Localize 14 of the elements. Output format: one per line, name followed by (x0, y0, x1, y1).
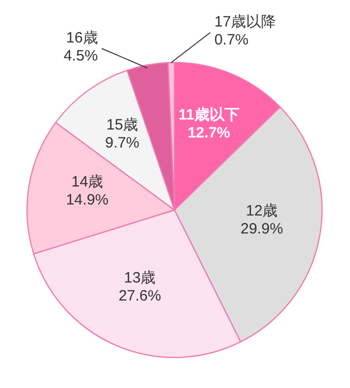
data-label: 29.9% (240, 220, 284, 238)
slice-label: 17歳以降 (214, 14, 276, 30)
slice-label: 12歳 (246, 202, 278, 220)
data-label: 14.9% (66, 191, 108, 208)
data-label: 4.5% (64, 48, 98, 64)
data-label: 12.7% (188, 124, 230, 142)
slice-label: 11歳以下 (178, 106, 240, 124)
data-label: 9.7% (105, 134, 140, 152)
data-label: 27.6% (118, 287, 162, 304)
data-label: 0.7% (214, 32, 249, 48)
slice-label: 16歳 (66, 30, 98, 46)
slice-label: 13歳 (124, 269, 156, 286)
slice-label: 15歳 (106, 116, 138, 134)
slice-label: 14歳 (71, 173, 104, 190)
